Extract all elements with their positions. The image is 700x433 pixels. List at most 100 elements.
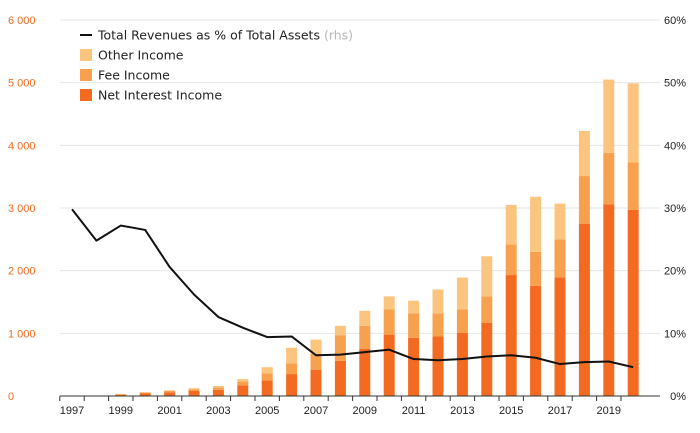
bar-segment	[456, 332, 468, 396]
bar-segment	[456, 277, 468, 310]
y-right-tick-label: 20%	[664, 266, 686, 278]
y-left-tick-label: 6 000	[8, 15, 36, 27]
bar-segment	[383, 309, 395, 335]
bar-segment	[627, 83, 639, 163]
bar-segment	[115, 394, 127, 395]
y-left-tick-label: 2 000	[8, 266, 36, 278]
bar-segment	[310, 339, 322, 355]
legend-swatch	[80, 49, 92, 61]
bar-segment	[334, 335, 346, 361]
bar-segment	[603, 204, 615, 396]
bar-segment	[261, 373, 273, 381]
y-left-tick-label: 3 000	[8, 203, 36, 215]
bar-segment	[408, 313, 420, 338]
bar-segment	[310, 369, 322, 396]
bar-segment	[139, 392, 151, 394]
bar-segment	[505, 244, 517, 276]
y-left-tick-label: 0	[8, 391, 14, 403]
bar-segment	[505, 204, 517, 245]
bar-segment	[432, 336, 444, 396]
y-right-tick-label: 10%	[664, 328, 686, 340]
bar-segment	[554, 239, 566, 278]
legend-label: Fee Income	[98, 68, 170, 83]
legend-swatch	[80, 89, 92, 101]
bar-segment	[212, 387, 224, 390]
bar-segment	[578, 223, 590, 396]
bar-segment	[286, 374, 298, 396]
y-right-tick-label: 60%	[664, 15, 686, 27]
bar-segment	[481, 322, 493, 396]
bar-segment	[164, 390, 176, 393]
bar-segment	[164, 392, 176, 396]
bar-segment	[237, 379, 249, 382]
x-tick-label: 2007	[304, 405, 328, 417]
bar-segment	[334, 325, 346, 336]
y-right-tick-label: 30%	[664, 203, 686, 215]
bar-segment	[286, 347, 298, 364]
bar-segment	[530, 285, 542, 396]
x-tick-label: 2015	[499, 405, 523, 417]
bar-segment	[432, 289, 444, 314]
bar-segment	[603, 79, 615, 153]
legend-label: Other Income	[98, 48, 184, 63]
bar-segment	[212, 389, 224, 396]
bar-segment	[627, 209, 639, 396]
bar-segment	[505, 275, 517, 396]
bar-segment	[578, 176, 590, 224]
bar-segment	[115, 394, 127, 396]
bar-segment	[261, 367, 273, 374]
bar-segment	[554, 277, 566, 396]
bar-segment	[383, 296, 395, 310]
bar-segment	[432, 313, 444, 337]
revenue-ratio-line-layer	[71, 208, 634, 369]
bar-segment	[530, 251, 542, 286]
y-right-tick-label: 0%	[670, 391, 686, 403]
legend: Total Revenues as % of Total Assets (rhs…	[80, 28, 353, 103]
bar-segment	[627, 162, 639, 210]
bar-segment	[261, 380, 273, 396]
bar-segment	[139, 393, 151, 396]
bar-segment	[212, 385, 224, 388]
bar-segment	[359, 325, 371, 349]
x-tick-label: 2009	[353, 405, 377, 417]
y-left-tick-label: 5 000	[8, 78, 36, 90]
y-right-tick-label: 50%	[664, 78, 686, 90]
bar-segment	[481, 296, 493, 323]
x-tick-label: 2013	[450, 405, 474, 417]
bar-segment	[286, 363, 298, 375]
x-tick-label: 2005	[255, 405, 279, 417]
bar-segment	[237, 381, 249, 386]
legend-note: (rhs)	[324, 28, 353, 43]
y-left-tick-label: 4 000	[8, 140, 36, 152]
x-tick-label: 2017	[548, 405, 572, 417]
bar-segment	[530, 196, 542, 252]
bar-segment	[359, 349, 371, 396]
bar-segment	[164, 390, 176, 391]
bar-segment	[408, 300, 420, 314]
y-right-tick-label: 40%	[664, 140, 686, 152]
revenue-ratio-line	[71, 208, 634, 369]
bar-segment	[359, 310, 371, 326]
x-tick-label: 2011	[402, 405, 426, 417]
bar-segment	[578, 130, 590, 177]
bars	[115, 79, 639, 396]
legend-label: Total Revenues as % of Total Assets (rhs…	[97, 28, 353, 43]
bar-segment	[603, 152, 615, 205]
bar-segment	[456, 309, 468, 333]
legend-swatch	[80, 69, 92, 81]
x-tick-label: 1999	[109, 405, 133, 417]
x-tick-label: 2003	[206, 405, 230, 417]
bar-segment	[188, 389, 200, 391]
bar-segment	[188, 390, 200, 396]
bar-segment	[554, 203, 566, 240]
legend-item: Net Interest Income	[80, 88, 222, 103]
bar-segment	[237, 385, 249, 396]
x-tick-label: 2019	[597, 405, 621, 417]
x-tick-label: 2001	[157, 405, 181, 417]
y-left-tick-label: 1 000	[8, 328, 36, 340]
legend-label: Net Interest Income	[98, 88, 222, 103]
x-tick-label: 1997	[60, 405, 84, 417]
legend-item-line: Total Revenues as % of Total Assets (rhs…	[80, 28, 353, 43]
axes: 0 0% 1 000 10% 2 000 20% 3 000 30% 4 000 40% 5 000…	[8, 15, 686, 417]
